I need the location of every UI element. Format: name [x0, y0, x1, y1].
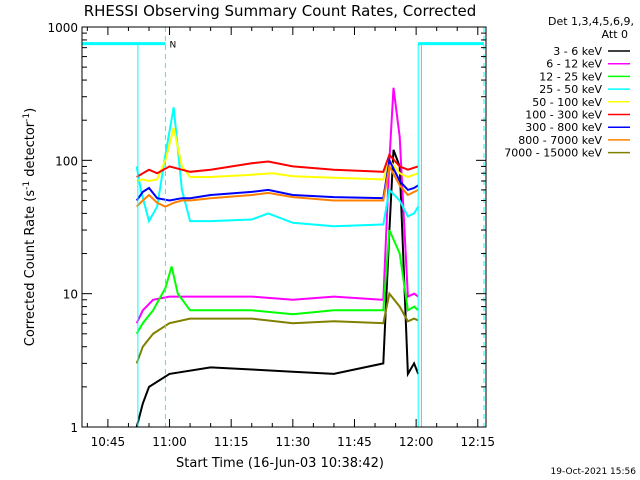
y-tick-label-0: 1 — [70, 421, 78, 435]
x-tick-label-4: 11:45 — [337, 435, 372, 449]
y-tick-label-2: 100 — [55, 154, 78, 168]
legend-label-1: 6 - 12 keV — [546, 58, 602, 71]
legend-label-4: 50 - 100 keV — [532, 96, 602, 109]
x-tick-label-2: 11:15 — [214, 435, 249, 449]
legend-label-6: 300 - 800 keV — [525, 121, 602, 134]
series-line-3 — [135, 107, 420, 228]
y-axis-label-sup2: -1 — [22, 113, 32, 122]
legend-header-line1: Det 1,3,4,5,6,9, — [548, 15, 634, 28]
legend-header-line2: Att 0 — [602, 28, 628, 41]
legend-label-2: 12 - 25 keV — [539, 70, 602, 83]
plot-frame — [81, 26, 487, 428]
series-line-8 — [135, 291, 419, 364]
chart-title: RHESSI Observing Summary Count Rates, Co… — [84, 2, 477, 20]
series-line-7 — [135, 163, 419, 208]
series-line-2 — [135, 229, 419, 335]
legend-label-8: 7000 - 15000 keV — [504, 147, 602, 160]
legend-label-3: 25 - 50 keV — [539, 83, 602, 96]
y-axis-label-mid: detector — [23, 121, 38, 181]
legend-label-0: 3 - 6 keV — [553, 45, 602, 58]
legend-label-5: 100 - 300 keV — [525, 109, 602, 122]
y-tick-label-3: 1000 — [47, 21, 78, 35]
series-line-0 — [135, 149, 420, 428]
x-tick-label-6: 12:15 — [460, 435, 495, 449]
series-line-6 — [135, 157, 419, 202]
y-axis-label-main: Corrected Count Rate (s — [23, 190, 38, 347]
x-axis: 10:45 11:00 11:15 11:30 11:45 12:00 12:15 — [86, 27, 495, 449]
series-line-5 — [136, 152, 419, 178]
x-tick-label-5: 12:00 — [399, 435, 434, 449]
y-tick-label-1: 10 — [63, 288, 78, 302]
series-line-4 — [136, 127, 419, 183]
x-tick-label-1: 11:00 — [152, 435, 187, 449]
footer-timestamp: 19-Oct-2021 15:56 — [551, 467, 637, 477]
legend-label-7: 800 - 7000 keV — [518, 134, 602, 147]
y-axis-label-end: ) — [23, 108, 38, 113]
y-axis-label: Corrected Count Rate (s-1 detector-1) — [22, 108, 38, 346]
series-layer — [135, 87, 420, 428]
y-axis: 1 10 100 1000 — [47, 21, 486, 435]
x-tick-label-3: 11:30 — [276, 435, 311, 449]
x-axis-label: Start Time (16-Jun-03 10:38:42) — [176, 456, 384, 471]
attenuator-label: N — [170, 41, 177, 51]
x-tick-label-0: 10:45 — [91, 435, 126, 449]
y-axis-label-sup1: -1 — [22, 181, 32, 190]
